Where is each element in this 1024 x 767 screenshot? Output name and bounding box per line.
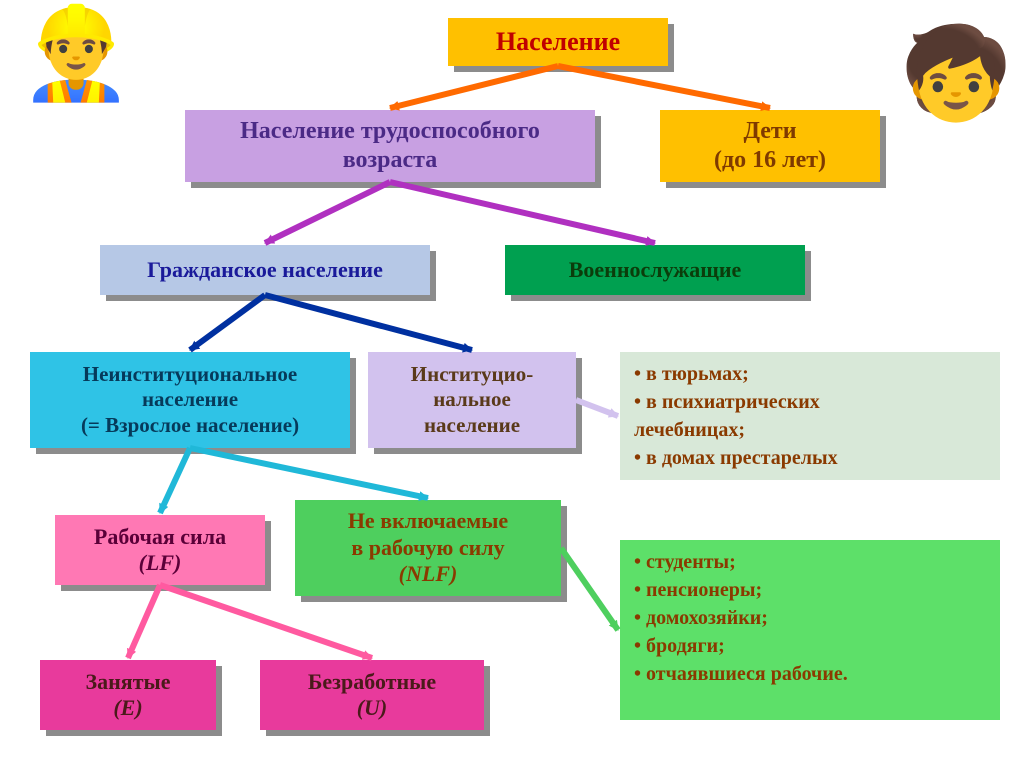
node-label-line: Неинституциональное bbox=[83, 362, 297, 387]
node-label-line: нальное bbox=[433, 387, 511, 412]
list-item: в домах престарелых bbox=[634, 444, 986, 472]
node-lf: Рабочая сила(LF) bbox=[55, 515, 265, 585]
node-nlf: Не включаемыев рабочую силу(NLF) bbox=[295, 500, 561, 596]
node-label-line: Население bbox=[496, 26, 620, 57]
node-unemployed: Безработные(U) bbox=[260, 660, 484, 730]
node-civil: Гражданское население bbox=[100, 245, 430, 295]
list-item: домохозяйки; bbox=[634, 604, 986, 632]
list-item: отчаявшиеся рабочие. bbox=[634, 660, 986, 688]
list-item: в тюрьмах; bbox=[634, 360, 986, 388]
node-label-line: население bbox=[424, 413, 520, 438]
node-label-line: (U) bbox=[357, 695, 388, 721]
list-item: студенты; bbox=[634, 548, 986, 576]
node-employed: Занятые(E) bbox=[40, 660, 216, 730]
node-label-line: население bbox=[142, 387, 238, 412]
node-inst: Институцио-нальноенаселение bbox=[368, 352, 576, 448]
node-label-line: Институцио- bbox=[411, 362, 533, 387]
node-label-line: Не включаемые bbox=[348, 508, 508, 534]
node-working-age: Население трудоспособноговозраста bbox=[185, 110, 595, 182]
node-label-line: Безработные bbox=[308, 669, 436, 695]
worker-clipart: 👷‍♂️ bbox=[20, 10, 132, 100]
node-noninst: Неинституциональноенаселение(= Взрослое … bbox=[30, 352, 350, 448]
node-label-line: Рабочая сила bbox=[94, 524, 226, 550]
node-label-line: Занятые bbox=[86, 669, 171, 695]
node-label-line: Военнослужащие bbox=[569, 257, 742, 283]
list-nlf-items: студенты;пенсионеры;домохозяйки;бродяги;… bbox=[620, 540, 1000, 720]
node-label-line: (NLF) bbox=[399, 561, 458, 587]
node-military: Военнослужащие bbox=[505, 245, 805, 295]
node-label-line: (LF) bbox=[139, 550, 182, 576]
node-label-line: Дети bbox=[743, 117, 796, 146]
list-item: пенсионеры; bbox=[634, 576, 986, 604]
node-label-line: Гражданское население bbox=[147, 257, 383, 283]
child-clipart: 🧒 bbox=[900, 30, 1012, 120]
node-label-line: (= Взрослое население) bbox=[81, 413, 299, 438]
node-children: Дети(до 16 лет) bbox=[660, 110, 880, 182]
node-label-line: возраста bbox=[343, 146, 438, 175]
node-label-line: (E) bbox=[113, 695, 142, 721]
node-label-line: (до 16 лет) bbox=[714, 146, 826, 175]
node-label-line: Население трудоспособного bbox=[240, 117, 540, 146]
node-population: Население bbox=[448, 18, 668, 66]
list-inst-items: в тюрьмах;в психиатрических лечебницах;в… bbox=[620, 352, 1000, 480]
list-item: в психиатрических лечебницах; bbox=[634, 388, 986, 444]
node-label-line: в рабочую силу bbox=[351, 535, 504, 561]
list-item: бродяги; bbox=[634, 632, 986, 660]
